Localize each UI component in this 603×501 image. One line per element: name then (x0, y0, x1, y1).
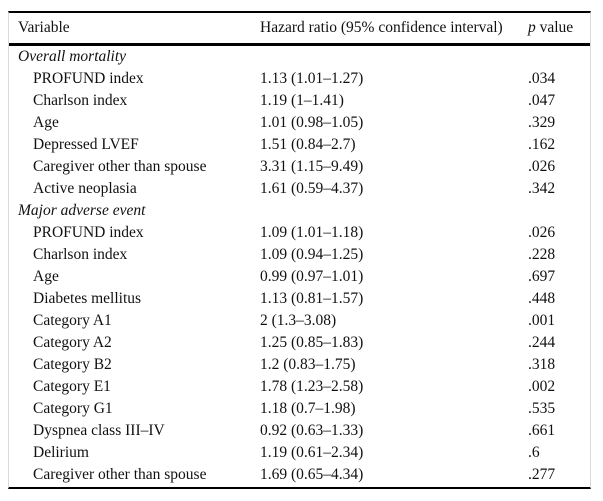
p-value-cell: .277 (528, 466, 556, 483)
variable-cell: Category A1 (33, 312, 112, 329)
p-value-cell: .034 (528, 70, 556, 87)
table-row: Age 1.01 (0.98–1.05) .329 (9, 112, 590, 134)
table-row: Category B2 1.2 (0.83–1.75) .318 (9, 354, 590, 376)
table-row: PROFUND index 1.13 (1.01–1.27) .034 (9, 68, 590, 90)
hazard-ratio-table: Variable Hazard ratio (95% confidence in… (8, 11, 591, 489)
table-row: Depressed LVEF 1.51 (0.84–2.7) .162 (9, 134, 590, 156)
variable-cell: Depressed LVEF (33, 136, 139, 153)
variable-cell: Category G1 (33, 400, 113, 417)
p-value-cell: .001 (528, 312, 556, 329)
variable-cell: Category B2 (33, 356, 112, 373)
variable-cell: Caregiver other than spouse (33, 466, 207, 483)
variable-cell: Active neoplasia (33, 180, 137, 197)
table-row: Category G1 1.18 (0.7–1.98) .535 (9, 398, 590, 420)
hazard-ratio-cell: 1.2 (0.83–1.75) (260, 356, 356, 373)
p-value-cell: .661 (528, 422, 556, 439)
table-row: Delirium 1.19 (0.61–2.34) .6 (9, 442, 590, 464)
table-body: Overall mortality PROFUND index 1.13 (1.01… (9, 46, 590, 487)
p-value-cell: .697 (528, 268, 556, 285)
p-value-header-italic-p: p (528, 19, 536, 36)
table-row: Diabetes mellitus 1.13 (0.81–1.57) .448 (9, 288, 590, 310)
p-value-cell: .318 (528, 356, 556, 373)
variable-cell: Dyspnea class III–IV (33, 422, 165, 439)
variable-cell: Delirium (33, 444, 89, 461)
table-row: Category E1 1.78 (1.23–2.58) .002 (9, 376, 590, 398)
section-row: Major adverse event (9, 200, 590, 222)
variable-cell: Age (33, 268, 59, 285)
p-value-cell: .448 (528, 290, 556, 307)
p-value-cell: .047 (528, 92, 556, 109)
variable-cell: Charlson index (33, 92, 128, 109)
table-row: Charlson index 1.19 (1–1.41) .047 (9, 90, 590, 112)
table-row: PROFUND index 1.09 (1.01–1.18) .026 (9, 222, 590, 244)
variable-cell: PROFUND index (33, 70, 144, 87)
variable-cell: PROFUND index (33, 224, 144, 241)
hazard-ratio-cell: 0.92 (0.63–1.33) (260, 422, 364, 439)
hazard-ratio-cell: 1.78 (1.23–2.58) (260, 378, 364, 395)
table-row: Caregiver other than spouse 1.69 (0.65–4.… (9, 464, 590, 486)
hazard-ratio-cell: 2 (1.3–3.08) (260, 312, 337, 329)
p-value-cell: .342 (528, 180, 556, 197)
hazard-ratio-cell: 1.69 (0.65–4.34) (260, 466, 364, 483)
p-value-cell: .228 (528, 246, 556, 263)
table-row: Charlson index 1.09 (0.94–1.25) .228 (9, 244, 590, 266)
table-row: Category A1 2 (1.3–3.08) .001 (9, 310, 590, 332)
variable-cell: Category A2 (33, 334, 112, 351)
variable-cell: Category E1 (33, 378, 111, 395)
hazard-ratio-cell: 1.19 (1–1.41) (260, 92, 344, 109)
variable-cell: Diabetes mellitus (33, 290, 142, 307)
hazard-ratio-cell: 1.25 (0.85–1.83) (260, 334, 364, 351)
variable-cell: Age (33, 114, 59, 131)
section-label: Overall mortality (18, 48, 127, 65)
section-label: Major adverse event (18, 202, 146, 219)
hazard-ratio-cell: 1.13 (0.81–1.57) (260, 290, 364, 307)
p-value-cell: .026 (528, 158, 556, 175)
hazard-ratio-cell: 1.19 (0.61–2.34) (260, 444, 364, 461)
table-header-row: Variable Hazard ratio (95% confidence in… (9, 13, 590, 46)
table-row: Active neoplasia 1.61 (0.59–4.37) .342 (9, 178, 590, 200)
p-value-cell: .329 (528, 114, 556, 131)
hazard-ratio-cell: 1.09 (1.01–1.18) (260, 224, 364, 241)
p-value-cell: .162 (528, 136, 556, 153)
hazard-ratio-cell: 1.13 (1.01–1.27) (260, 70, 364, 87)
section-row: Overall mortality (9, 46, 590, 68)
table-row: Age 0.99 (0.97–1.01) .697 (9, 266, 590, 288)
hazard-ratio-cell: 0.99 (0.97–1.01) (260, 268, 364, 285)
hazard-ratio-cell: 1.09 (0.94–1.25) (260, 246, 364, 263)
column-header-p-value: p value (527, 19, 590, 37)
hazard-ratio-cell: 3.31 (1.15–9.49) (260, 158, 364, 175)
hazard-ratio-cell: 1.18 (0.7–1.98) (260, 400, 356, 417)
p-value-cell: .6 (528, 444, 540, 461)
p-value-cell: .026 (528, 224, 556, 241)
table-row: Dyspnea class III–IV 0.92 (0.63–1.33) .661 (9, 420, 590, 442)
hazard-ratio-cell: 1.51 (0.84–2.7) (260, 136, 356, 153)
hazard-ratio-cell: 1.61 (0.59–4.37) (260, 180, 364, 197)
column-header-hazard-ratio: Hazard ratio (95% confidence interval) (260, 19, 503, 36)
p-value-cell: .244 (528, 334, 556, 351)
p-value-cell: .535 (528, 400, 556, 417)
p-value-header-rest: value (535, 19, 574, 36)
table-row: Caregiver other than spouse 3.31 (1.15–9.… (9, 156, 590, 178)
hazard-ratio-cell: 1.01 (0.98–1.05) (260, 114, 364, 131)
column-header-variable: Variable (18, 19, 70, 36)
variable-cell: Charlson index (33, 246, 128, 263)
variable-cell: Caregiver other than spouse (33, 158, 207, 175)
p-value-cell: .002 (528, 378, 556, 395)
table-row: Category A2 1.25 (0.85–1.83) .244 (9, 332, 590, 354)
